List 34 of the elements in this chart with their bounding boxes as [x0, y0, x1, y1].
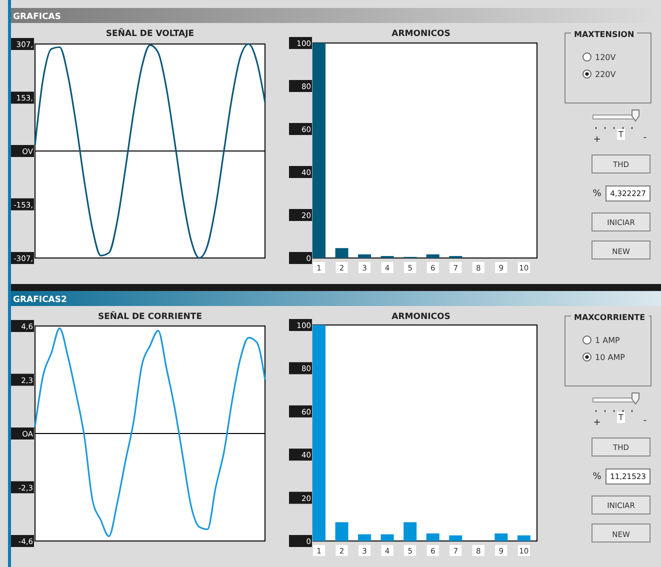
bar — [312, 325, 326, 541]
bar — [380, 534, 394, 541]
bar — [335, 248, 348, 258]
text: - — [643, 133, 647, 143]
chart-title: ARMONICOS — [392, 29, 450, 39]
text: T — [618, 130, 624, 139]
text: - — [643, 416, 647, 426]
text: MAXCORRIENTE — [574, 313, 646, 322]
bar — [426, 254, 440, 258]
bar — [335, 522, 348, 541]
bar — [312, 43, 326, 258]
text: GRAFICAS — [13, 12, 62, 22]
text: 1 AMP — [595, 336, 620, 345]
bar — [358, 254, 372, 258]
bar — [358, 534, 372, 541]
text: % — [592, 189, 602, 199]
bar — [404, 522, 417, 541]
text: T — [618, 413, 624, 422]
chart-title: ARMONICOS — [392, 312, 450, 322]
chart-title: SEÑAL DE VOLTAJE — [106, 28, 194, 39]
chart-title: SEÑAL DE CORRIENTE — [98, 311, 202, 322]
bar — [449, 535, 462, 541]
text: 220V — [595, 70, 616, 79]
text: + — [593, 135, 601, 145]
text: 10 AMP — [595, 353, 626, 362]
text: + — [593, 418, 601, 428]
text: GRAFICAS2 — [13, 295, 68, 305]
line-series — [34, 328, 266, 538]
text: 120V — [595, 53, 616, 62]
text: % — [592, 472, 602, 482]
text: MAXTENSION — [574, 30, 634, 39]
bar — [517, 535, 530, 541]
bar — [426, 533, 440, 541]
bar — [494, 533, 508, 541]
